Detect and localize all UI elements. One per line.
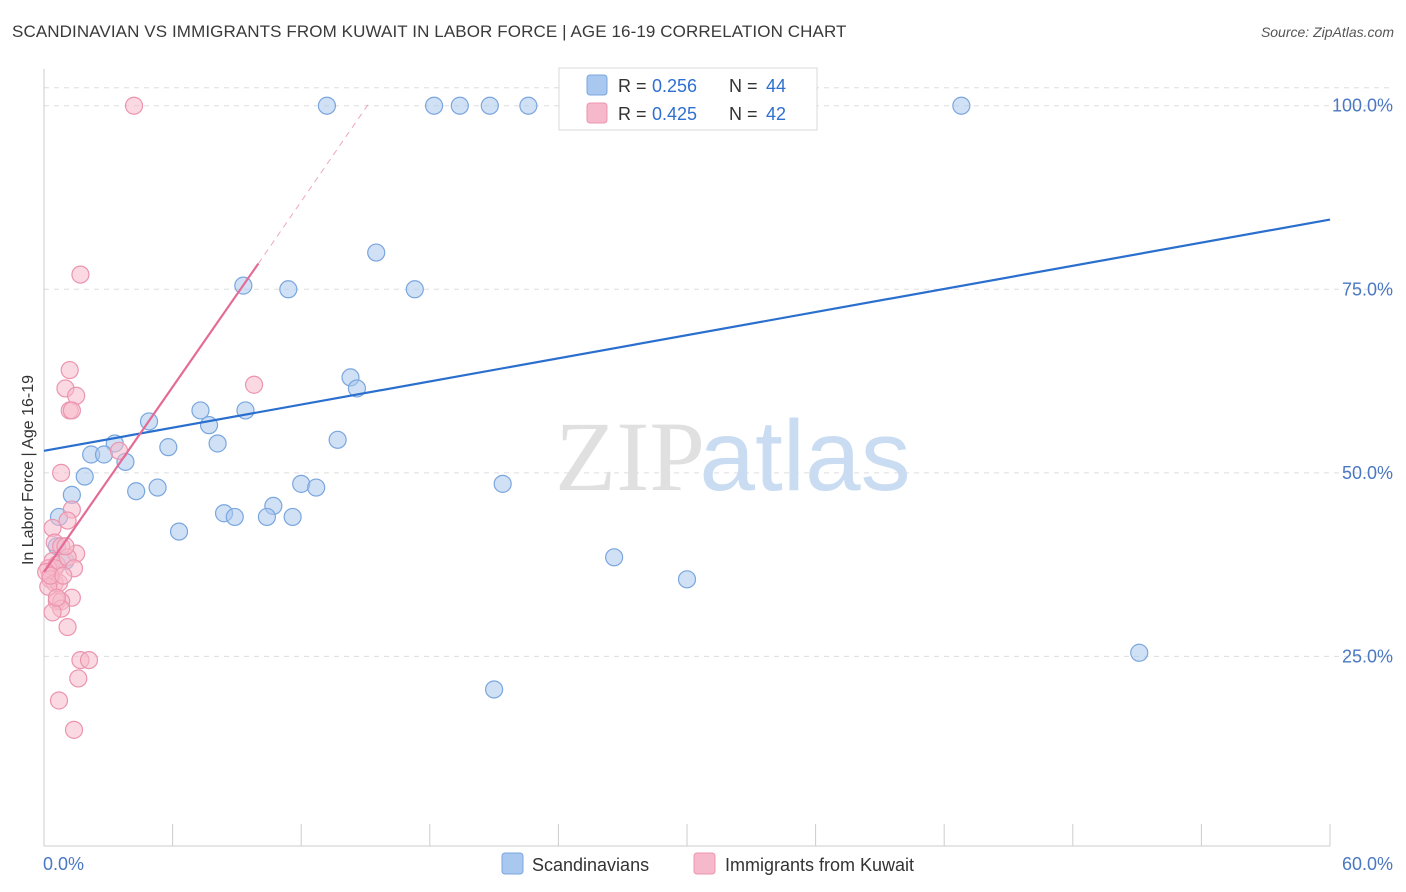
chart-source: Source: ZipAtlas.com [1260, 24, 1394, 40]
legend-n-value-2: 42 [766, 104, 786, 124]
scandinavian-point [450, 96, 469, 115]
legend-n-label-1: N = [729, 76, 758, 96]
scandinavian-point [75, 467, 94, 486]
kuwait-point [58, 617, 77, 637]
scandinavian-point [191, 401, 210, 420]
series-legend: Scandinavians Immigrants from Kuwait [501, 852, 914, 875]
kuwait-point [71, 265, 90, 284]
y-tick-label: 100.0% [1332, 96, 1393, 116]
kuwait-point [64, 720, 84, 739]
scandinavian-point [677, 570, 697, 589]
scandinavian-point [159, 438, 178, 457]
trend-layer [43, 101, 1331, 573]
scandinavian-point [208, 434, 227, 453]
scandinavian-point [424, 96, 444, 115]
kuwait-point [124, 96, 144, 115]
legend-r-label-2: R = [618, 104, 647, 124]
scandinavian-point [493, 474, 512, 493]
scandinavian-point [169, 522, 189, 541]
grid-layer [44, 87, 1392, 657]
legend-n-value-1: 44 [766, 76, 786, 96]
scandinavian-point [485, 680, 504, 699]
scandinavian-point [94, 445, 114, 464]
scandinavian-point [148, 478, 167, 497]
x-tick-label-min: 0.0% [43, 854, 84, 874]
scandinavian-point [292, 474, 311, 493]
kuwait-point [49, 691, 69, 710]
kuwait-point [52, 463, 71, 482]
kuwait-point [54, 566, 73, 585]
scandinavian-point [405, 280, 424, 299]
scandinavian-point [605, 548, 624, 567]
legend-r-value-1: 0.256 [652, 76, 697, 96]
scandinavian-point [480, 96, 499, 115]
kuwait-point [69, 669, 88, 688]
scandinavian-point [1130, 643, 1149, 662]
watermark-atlas: atlas [699, 400, 910, 512]
scandinavian-point [328, 430, 347, 449]
watermark: ZIP atlas [555, 400, 911, 512]
kuwait-point [58, 511, 77, 530]
stats-legend: R = 0.256 N = 44 R = 0.425 N = 42 [558, 67, 818, 131]
y-tick-label: 75.0% [1342, 279, 1393, 299]
watermark-zip: ZIP [555, 401, 705, 512]
y-axis-title: In Labor Force | Age 16-19 [20, 375, 37, 565]
legend-r-label-1: R = [618, 76, 647, 96]
kuwait-point [47, 588, 66, 607]
y-tick-label: 50.0% [1342, 463, 1393, 483]
legend-swatch-kuwait [586, 102, 608, 124]
x-tick-label-max: 60.0% [1342, 854, 1393, 874]
chart-title: SCANDINAVIAN VS IMMIGRANTS FROM KUWAIT I… [12, 22, 847, 41]
scandinavian-trend-line [43, 218, 1331, 452]
scandinavian-point [257, 507, 277, 527]
scandinavian-point [283, 507, 302, 527]
kuwait-point [56, 537, 75, 556]
scandinavian-point [127, 482, 146, 501]
kuwait-trend-line-extension [257, 101, 371, 264]
legend-swatch-scandinavians [586, 74, 608, 96]
scandinavian-point [952, 96, 971, 115]
kuwait-trend-line [43, 262, 260, 573]
scandinavian-point [317, 96, 337, 115]
axes-layer: 25.0% 50.0% 75.0% 100.0% [43, 69, 1393, 847]
scandinavian-point [279, 280, 298, 299]
legend-r-value-2: 0.425 [652, 104, 697, 124]
y-tick-label: 25.0% [1342, 646, 1393, 666]
series-legend-swatch-kuwait [693, 852, 716, 875]
scandinavian-point [225, 507, 244, 527]
scandinavian-point [367, 243, 386, 262]
kuwait-point [60, 360, 79, 380]
series-legend-label-scandinavians: Scandinavians [532, 855, 649, 875]
legend-n-label-2: N = [729, 104, 758, 124]
kuwait-point [244, 375, 264, 394]
kuwait-point [79, 650, 99, 670]
scandinavian-point [307, 478, 326, 497]
kuwait-point [62, 401, 81, 420]
series-legend-label-kuwait: Immigrants from Kuwait [725, 855, 914, 875]
series-legend-swatch-scandinavians [501, 852, 524, 875]
scandinavian-point [519, 96, 538, 115]
